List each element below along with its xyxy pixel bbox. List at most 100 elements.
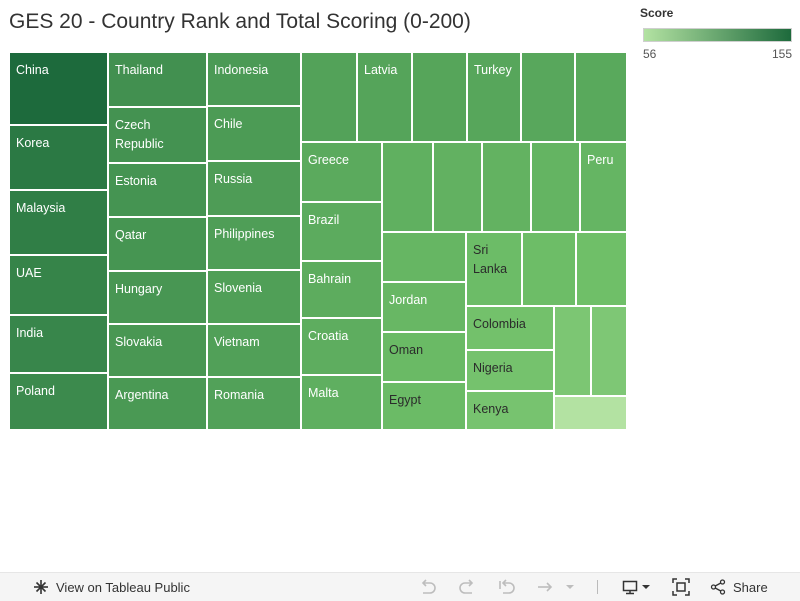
tile-label: Hungary	[115, 282, 163, 296]
undo-button[interactable]	[419, 573, 437, 601]
tile-romania[interactable]: Romania	[207, 377, 301, 430]
tile-sri-lanka[interactable]: Sri Lanka	[466, 232, 522, 306]
tile-label: Jordan	[389, 293, 428, 307]
tile-label: Estonia	[115, 174, 157, 188]
tile-unlabeled-23[interactable]	[412, 52, 467, 142]
tile-label: Qatar	[115, 228, 147, 242]
tile-brazil[interactable]: Brazil	[301, 202, 382, 261]
tile-chile[interactable]: Chile	[207, 106, 301, 161]
tile-label: China	[16, 63, 49, 77]
share-button[interactable]: Share	[710, 573, 768, 601]
tile-hungary[interactable]: Hungary	[108, 271, 207, 324]
redo-icon	[458, 579, 476, 595]
tile-unlabeled-42[interactable]	[522, 232, 576, 306]
tile-label: Greece	[308, 153, 349, 167]
tableau-logo-icon	[33, 579, 49, 595]
tile-label: Malta	[308, 386, 339, 400]
tile-greece[interactable]: Greece	[301, 142, 382, 202]
download-button[interactable]	[622, 573, 651, 601]
tile-slovenia[interactable]: Slovenia	[207, 270, 301, 324]
tile-malaysia[interactable]: Malaysia	[9, 190, 108, 255]
tile-bahrain[interactable]: Bahrain	[301, 261, 382, 318]
tile-russia[interactable]: Russia	[207, 161, 301, 216]
tile-unlabeled-34[interactable]	[482, 142, 531, 232]
tile-label: Argentina	[115, 388, 169, 402]
tile-unlabeled-21[interactable]	[301, 52, 357, 142]
tile-jordan[interactable]: Jordan	[382, 282, 466, 332]
tile-india[interactable]: India	[9, 315, 108, 373]
tile-qatar[interactable]: Qatar	[108, 217, 207, 271]
tile-turkey[interactable]: Turkey	[467, 52, 521, 142]
tile-label: Poland	[16, 384, 55, 398]
tile-thailand[interactable]: Thailand	[108, 52, 207, 107]
tile-label: Russia	[214, 172, 253, 186]
tile-malta[interactable]: Malta	[301, 375, 382, 430]
tile-unlabeled-37[interactable]	[382, 232, 466, 282]
tile-label: Malaysia	[16, 201, 66, 215]
tile-colombia[interactable]: Colombia	[466, 306, 554, 350]
tile-latvia[interactable]: Latvia	[357, 52, 412, 142]
tile-label: Peru	[587, 153, 614, 167]
chevron-down-icon	[565, 583, 575, 591]
tile-kenya[interactable]: Kenya	[466, 391, 554, 430]
tile-oman[interactable]: Oman	[382, 332, 466, 382]
view-on-tableau-public-label: View on Tableau Public	[56, 579, 190, 595]
treemap: China Korea Malaysia UAE India Poland Thailand…	[9, 52, 627, 430]
tile-argentina[interactable]: Argentina	[108, 377, 207, 430]
chevron-down-icon	[641, 583, 651, 591]
tile-unlabeled-25[interactable]	[521, 52, 575, 142]
tile-unlabeled-32[interactable]	[382, 142, 433, 232]
tile-label: Czech Republic	[115, 118, 164, 151]
fullscreen-icon	[672, 578, 690, 596]
tile-label: Korea	[16, 136, 50, 150]
tile-egypt[interactable]: Egypt	[382, 382, 466, 430]
tile-label: Turkey	[474, 63, 512, 77]
chart-title: GES 20 - Country Rank and Total Scoring …	[9, 10, 471, 33]
view-on-tableau-public-button[interactable]: View on Tableau Public	[33, 573, 190, 601]
legend-gradient-bar	[643, 28, 792, 42]
tile-unlabeled-26[interactable]	[575, 52, 627, 142]
tile-unlabeled-49[interactable]	[554, 396, 627, 430]
tile-unlabeled-35[interactable]	[531, 142, 580, 232]
tile-label: Slovakia	[115, 335, 163, 349]
tile-china[interactable]: China	[9, 52, 108, 125]
fullscreen-button[interactable]	[672, 573, 690, 601]
tile-label: Latvia	[364, 63, 398, 77]
tile-nigeria[interactable]: Nigeria	[466, 350, 554, 391]
tile-estonia[interactable]: Estonia	[108, 163, 207, 217]
tile-label: Thailand	[115, 63, 163, 77]
tile-unlabeled-43[interactable]	[576, 232, 627, 306]
tile-label: Romania	[214, 388, 265, 402]
redo-button[interactable]	[458, 573, 476, 601]
tile-label: Bahrain	[308, 272, 352, 286]
share-icon	[710, 579, 726, 595]
tile-korea[interactable]: Korea	[9, 125, 108, 190]
tile-label: Kenya	[473, 402, 509, 416]
tile-unlabeled-47[interactable]	[554, 306, 591, 396]
tile-label: Slovenia	[214, 281, 262, 295]
tile-vietnam[interactable]: Vietnam	[207, 324, 301, 377]
tile-label: Indonesia	[214, 63, 269, 77]
tile-uae[interactable]: UAE	[9, 255, 108, 315]
tile-label: Egypt	[389, 393, 421, 407]
pause-dropdown-button[interactable]	[565, 573, 575, 601]
refresh-button[interactable]	[536, 573, 554, 601]
tile-poland[interactable]: Poland	[9, 373, 108, 430]
tile-czech-republic[interactable]: Czech Republic	[108, 107, 207, 163]
tile-peru[interactable]: Peru	[580, 142, 627, 232]
tile-philippines[interactable]: Philippines	[207, 216, 301, 270]
revert-button[interactable]	[498, 573, 516, 601]
tile-label: Croatia	[308, 329, 349, 343]
tile-unlabeled-33[interactable]	[433, 142, 482, 232]
tile-label: Colombia	[473, 317, 526, 331]
tile-label: Brazil	[308, 213, 340, 227]
tile-indonesia[interactable]: Indonesia	[207, 52, 301, 106]
download-icon	[622, 579, 638, 595]
tile-label: Chile	[214, 117, 243, 131]
legend-max-label: 155	[771, 47, 792, 61]
tile-croatia[interactable]: Croatia	[301, 318, 382, 375]
tableau-toolbar: View on Tableau Public	[0, 572, 800, 601]
tile-unlabeled-48[interactable]	[591, 306, 627, 396]
tile-label: Oman	[389, 343, 424, 357]
tile-slovakia[interactable]: Slovakia	[108, 324, 207, 377]
